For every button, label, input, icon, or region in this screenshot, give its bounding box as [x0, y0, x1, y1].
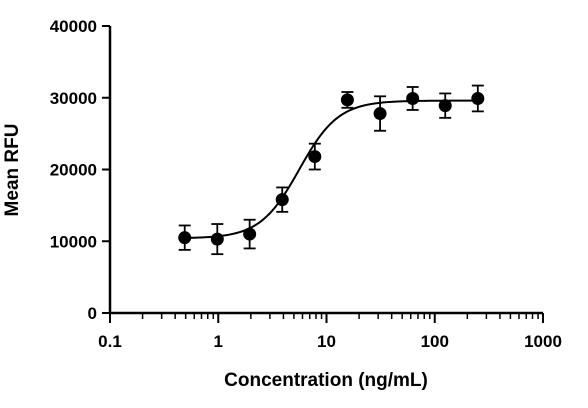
data-point [243, 227, 257, 241]
x-tick-label: 1000 [524, 332, 562, 351]
axes [108, 26, 543, 315]
data-point [275, 193, 289, 207]
y-tick-label: 30000 [50, 89, 97, 108]
x-axis-title: Concentration (ng/mL) [224, 370, 428, 391]
x-tick-label: 0.1 [98, 332, 122, 351]
y-tick-label: 40000 [50, 17, 97, 36]
data-points [178, 91, 485, 246]
x-tick-label: 1 [214, 332, 223, 351]
y-tick-label: 0 [88, 304, 97, 323]
y-axis-title: Mean RFU [2, 124, 23, 217]
y-tick-label: 20000 [50, 161, 97, 180]
data-point [340, 93, 354, 107]
data-point [178, 231, 192, 245]
x-tick-label: 100 [421, 332, 449, 351]
fit-curve [184, 99, 478, 239]
data-point [406, 91, 420, 105]
data-point [308, 150, 322, 164]
x-tick-label: 10 [317, 332, 336, 351]
y-tick-label: 10000 [50, 232, 97, 251]
data-point [373, 107, 387, 121]
x-ticks: 0.1 1 10 100 1000 [98, 313, 562, 351]
error-bars [178, 84, 484, 256]
y-ticks: 0 10000 20000 30000 40000 [50, 17, 110, 323]
data-point [438, 99, 452, 113]
data-point [471, 91, 485, 105]
data-point [210, 232, 224, 246]
